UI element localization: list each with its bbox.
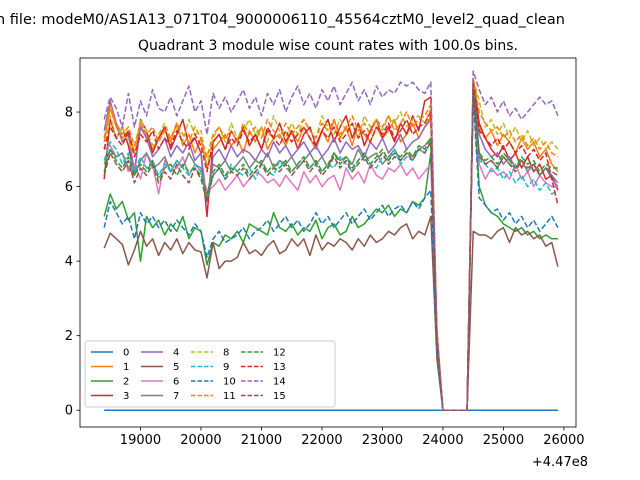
legend-label-0: 0 bbox=[123, 348, 129, 359]
legend-label-5: 5 bbox=[173, 362, 179, 373]
plot-frame bbox=[79, 57, 577, 428]
legend-label-13: 13 bbox=[273, 362, 286, 373]
legend-label-4: 4 bbox=[173, 348, 179, 359]
x-tick-label: 24000 bbox=[422, 433, 463, 448]
series-line-5 bbox=[103, 215, 559, 411]
series-line-4 bbox=[103, 81, 559, 411]
series-line-14 bbox=[103, 70, 559, 411]
legend-label-7: 7 bbox=[173, 391, 179, 402]
legend-label-1: 1 bbox=[123, 362, 129, 373]
figure-suptitle: n file: modeM0/AS1A13_071T04_9000006110_… bbox=[0, 12, 565, 28]
legend-label-15: 15 bbox=[273, 391, 286, 402]
series-layer bbox=[103, 70, 559, 411]
chart-title: Quadrant 3 module wise count rates with … bbox=[138, 38, 518, 54]
y-tick-label: 4 bbox=[65, 255, 73, 270]
y-tick-label: 6 bbox=[65, 180, 73, 195]
x-tick-label: 26000 bbox=[543, 433, 584, 448]
series-line-9 bbox=[103, 88, 559, 411]
x-tick-label: 21000 bbox=[241, 433, 282, 448]
x-axis: 19000 20000 21000 22000 23000 24000 25000 26000 bbox=[120, 427, 585, 448]
series-line-10 bbox=[103, 96, 559, 411]
legend-label-11: 11 bbox=[223, 391, 236, 402]
legend-label-2: 2 bbox=[123, 377, 129, 388]
series-line-8 bbox=[103, 77, 559, 411]
legend-label-14: 14 bbox=[273, 377, 286, 388]
legend-label-10: 10 bbox=[223, 377, 236, 388]
x-tick-label: 22000 bbox=[301, 433, 342, 448]
legend-box bbox=[84, 340, 336, 408]
y-tick-label: 0 bbox=[65, 404, 73, 419]
legend-label-12: 12 bbox=[273, 348, 286, 359]
series-line-11 bbox=[103, 77, 559, 411]
legend-label-8: 8 bbox=[223, 348, 229, 359]
x-tick-label: 25000 bbox=[483, 433, 524, 448]
series-line-13 bbox=[103, 81, 559, 411]
legend-label-9: 9 bbox=[223, 362, 229, 373]
y-tick-label: 2 bbox=[65, 329, 73, 344]
y-axis: 0 2 4 6 8 bbox=[65, 106, 80, 419]
series-line-6 bbox=[103, 92, 558, 411]
x-tick-label: 20000 bbox=[180, 433, 221, 448]
legend-label-6: 6 bbox=[173, 377, 179, 388]
x-axis-offset-label: +4.47e8 bbox=[532, 455, 588, 470]
legend-label-3: 3 bbox=[123, 391, 129, 402]
series-line-15 bbox=[103, 88, 559, 411]
x-tick-label: 19000 bbox=[120, 433, 161, 448]
y-tick-label: 8 bbox=[65, 106, 73, 121]
x-tick-label: 23000 bbox=[362, 433, 403, 448]
series-line-7 bbox=[103, 85, 559, 411]
